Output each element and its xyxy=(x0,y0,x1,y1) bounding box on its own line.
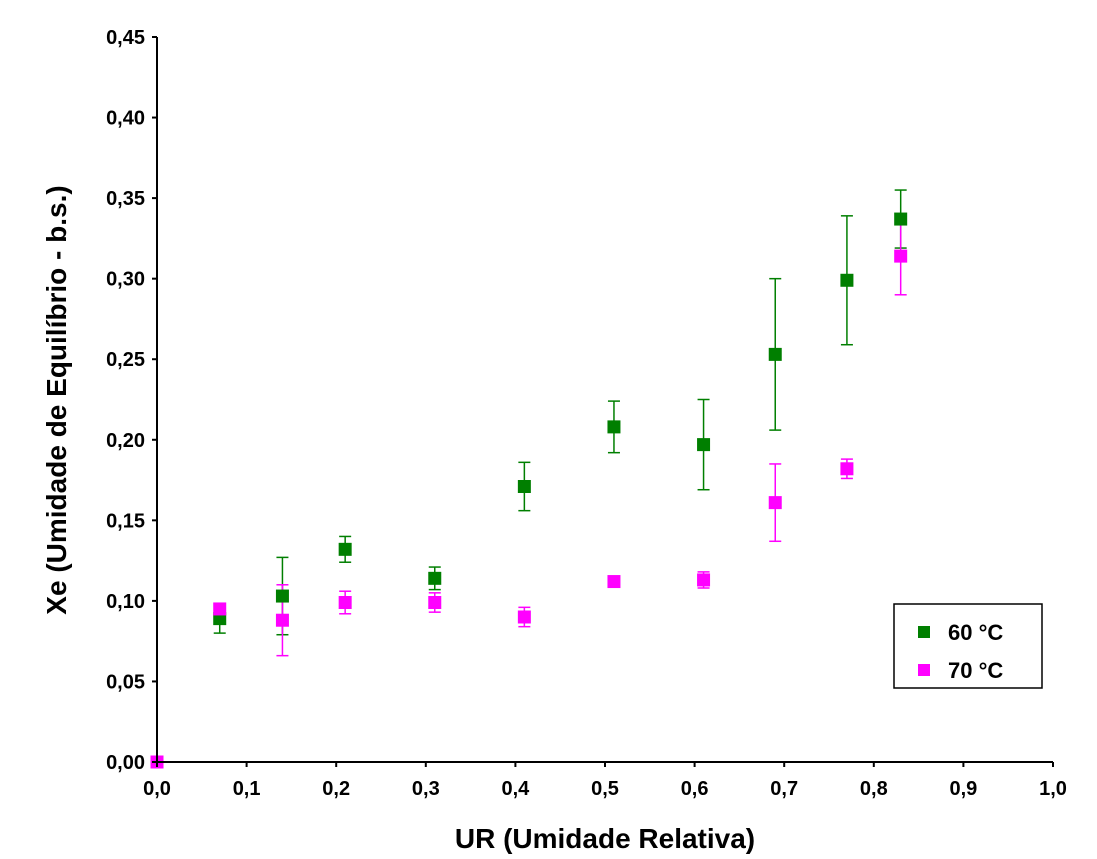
data-point xyxy=(697,573,711,587)
x-tick-label: 0,2 xyxy=(322,778,350,800)
x-axis-ticks: 0,0 0,1 0,2 0,3 0,4 0,5 0,6 0,7 0,8 0,9 1,0 xyxy=(143,762,1067,800)
data-point xyxy=(428,571,442,585)
x-tick-label: 0,0 xyxy=(143,778,171,800)
y-tick-label: 0,30 xyxy=(106,269,145,291)
data-point xyxy=(840,273,854,287)
y-tick-label: 0,10 xyxy=(106,591,145,613)
data-point xyxy=(517,480,531,493)
x-tick-label: 0,7 xyxy=(770,778,798,800)
data-point xyxy=(275,613,289,627)
error-bars xyxy=(213,189,907,657)
data-point xyxy=(607,575,621,589)
y-tick-label: 0,05 xyxy=(106,671,145,693)
y-tick-label: 0,45 xyxy=(106,27,145,49)
legend: 60 °C 70 °C xyxy=(893,603,1043,689)
y-tick-label: 0,25 xyxy=(106,349,145,371)
data-point xyxy=(338,596,352,609)
x-tick-label: 0,6 xyxy=(681,778,709,800)
data-point xyxy=(275,589,289,603)
data-points xyxy=(150,212,908,769)
data-point xyxy=(428,596,442,609)
data-point xyxy=(768,347,782,361)
x-axis-title: UR (Umidade Relativa) xyxy=(455,823,755,854)
legend-marker-70c xyxy=(918,664,930,676)
data-point xyxy=(768,496,782,510)
y-tick-label: 0,20 xyxy=(106,430,145,452)
legend-label-70c: 70 °C xyxy=(948,658,1003,683)
data-point xyxy=(840,462,854,476)
y-axis-ticks: 0,00 0,05 0,10 0,15 0,20 0,25 0,30 0,35 0,40 0,45 xyxy=(106,27,157,774)
x-tick-label: 0,9 xyxy=(949,778,977,800)
x-tick-label: 0,1 xyxy=(233,778,261,800)
data-point xyxy=(894,212,908,226)
data-point xyxy=(213,602,227,616)
y-tick-label: 0,35 xyxy=(106,188,145,210)
legend-marker-60c xyxy=(918,626,930,638)
data-point xyxy=(607,420,621,434)
x-tick-label: 0,5 xyxy=(591,778,619,800)
y-tick-label: 0,15 xyxy=(106,510,145,532)
data-point xyxy=(894,249,908,263)
x-tick-label: 0,3 xyxy=(412,778,440,800)
data-point xyxy=(697,438,711,452)
data-point xyxy=(517,610,531,624)
y-tick-label: 0,00 xyxy=(106,752,145,774)
x-tick-label: 1,0 xyxy=(1039,778,1067,800)
legend-label-60c: 60 °C xyxy=(948,620,1003,645)
y-tick-label: 0,40 xyxy=(106,108,145,130)
x-tick-label: 0,8 xyxy=(860,778,888,800)
data-point xyxy=(338,542,352,556)
y-axis-title: Xe (Umidade de Equilíbrio - b.s.) xyxy=(41,185,72,614)
x-tick-label: 0,4 xyxy=(501,778,530,800)
